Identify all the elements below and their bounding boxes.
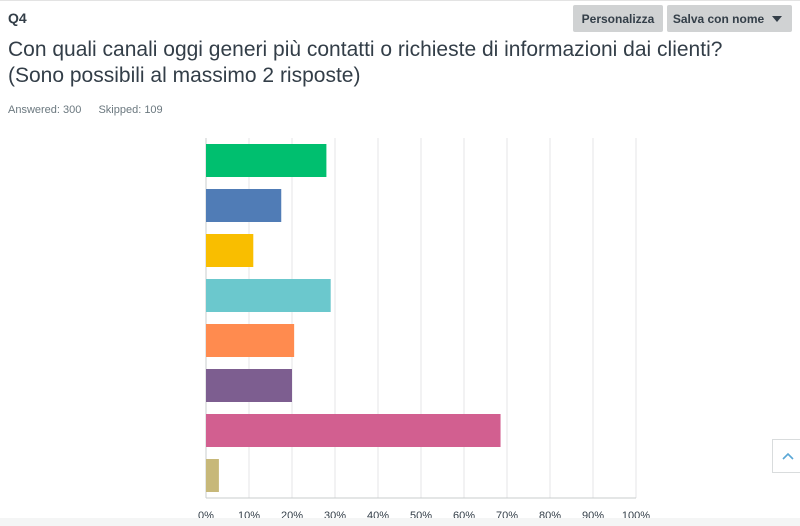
answered-count: Answered: 300 [8, 104, 82, 116]
bar-8[interactable] [206, 459, 219, 492]
question-title-line1: Con quali canali oggi generi più contatt… [8, 38, 723, 61]
question-title: Con quali canali oggi generi più contatt… [8, 37, 798, 89]
save-as-button[interactable]: Salva con nome [667, 5, 792, 32]
bar-2[interactable] [206, 189, 282, 222]
response-stats: Answered: 300 Skipped: 109 [8, 104, 177, 116]
bar-4[interactable] [206, 279, 331, 312]
save-as-button-label: Salva con nome [672, 11, 765, 26]
bar-6[interactable] [206, 369, 292, 402]
question-title-line2: (Sono possibili al massimo 2 risposte) [8, 64, 361, 87]
bar-1[interactable] [206, 144, 327, 177]
customize-button[interactable]: Personalizza [573, 5, 663, 32]
bar-3[interactable] [206, 234, 254, 267]
scroll-to-top-button[interactable] [772, 439, 800, 473]
bar-7[interactable] [206, 414, 501, 447]
customize-button-label: Personalizza [581, 11, 655, 26]
chart-bars [206, 144, 501, 492]
bar-5[interactable] [206, 324, 295, 357]
question-number: Q4 [8, 10, 27, 26]
chevron-down-icon [772, 16, 783, 22]
chevron-up-icon [782, 452, 794, 460]
skipped-count: Skipped: 109 [98, 104, 163, 116]
bottom-scroll-area [0, 518, 800, 526]
